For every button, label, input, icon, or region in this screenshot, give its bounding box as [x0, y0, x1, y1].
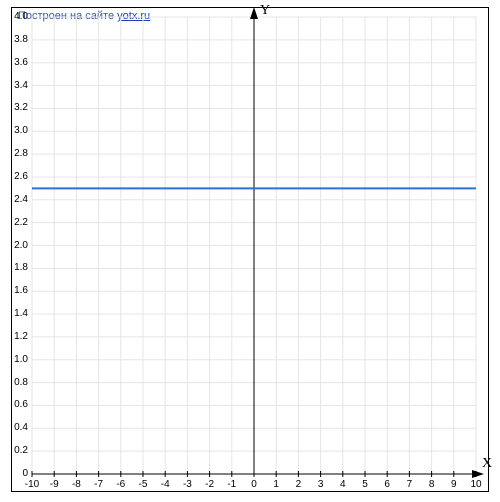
y-tick-label: 0.8 — [14, 377, 28, 388]
x-tick-label: 10 — [468, 479, 484, 490]
y-tick-label: 2.0 — [14, 240, 28, 251]
y-tick-label: 1.0 — [14, 354, 28, 365]
x-tick-label: 2 — [290, 479, 306, 490]
x-tick-label: 8 — [424, 479, 440, 490]
y-tick-label: 0 — [22, 468, 28, 479]
y-tick-label: 2.2 — [14, 217, 28, 228]
x-tick-label: -10 — [24, 479, 40, 490]
x-tick-label: -3 — [179, 479, 195, 490]
x-tick-label: 9 — [446, 479, 462, 490]
y-axis-label: Y — [260, 3, 270, 19]
x-tick-label: 3 — [313, 479, 329, 490]
x-tick-label: -2 — [202, 479, 218, 490]
y-tick-label: 2.6 — [14, 171, 28, 182]
y-tick-label: 3.6 — [14, 57, 28, 68]
x-tick-label: -1 — [224, 479, 240, 490]
y-tick-label: 2.4 — [14, 194, 28, 205]
plot-area — [0, 0, 500, 502]
x-axis-label: X — [482, 456, 492, 472]
y-tick-label: 3.4 — [14, 80, 28, 91]
x-tick-label: -8 — [68, 479, 84, 490]
x-tick-label: -4 — [157, 479, 173, 490]
y-tick-label: 1.2 — [14, 331, 28, 342]
y-tick-label: 1.8 — [14, 262, 28, 273]
x-tick-label: -9 — [46, 479, 62, 490]
y-tick-label: 2.8 — [14, 148, 28, 159]
x-tick-label: 6 — [379, 479, 395, 490]
y-tick-label: 4.0 — [14, 11, 28, 22]
y-tick-label: 1.6 — [14, 285, 28, 296]
x-tick-label: -7 — [91, 479, 107, 490]
y-tick-label: 3.8 — [14, 34, 28, 45]
x-tick-label: 1 — [268, 479, 284, 490]
y-tick-label: 1.4 — [14, 308, 28, 319]
y-tick-label: 0.2 — [14, 445, 28, 456]
x-tick-label: 0 — [246, 479, 262, 490]
x-tick-label: 5 — [357, 479, 373, 490]
y-tick-label: 0.6 — [14, 399, 28, 410]
x-tick-label: 4 — [335, 479, 351, 490]
x-tick-label: -6 — [113, 479, 129, 490]
x-tick-label: -5 — [135, 479, 151, 490]
y-tick-label: 3.2 — [14, 102, 28, 113]
y-tick-label: 0.4 — [14, 422, 28, 433]
y-tick-label: 3.0 — [14, 125, 28, 136]
x-tick-label: 7 — [401, 479, 417, 490]
